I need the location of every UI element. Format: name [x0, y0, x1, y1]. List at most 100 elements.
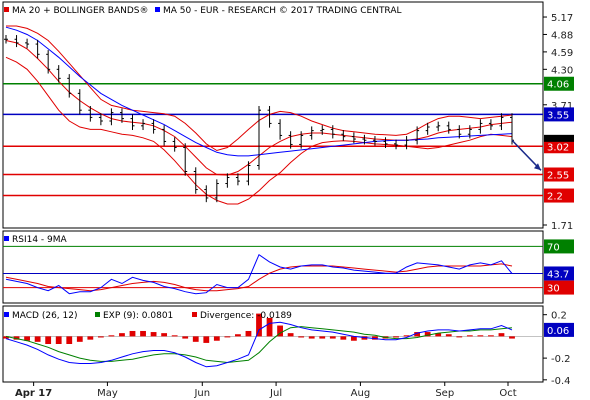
ma20-legend-label: MA 20 + BOLLINGER BANDS®: [12, 6, 149, 16]
x-axis-tick-label: Oct: [499, 388, 516, 399]
rsi-ma-line: [5, 263, 513, 292]
divergence-bar: [13, 336, 20, 340]
rsi-line: [5, 253, 513, 295]
ma50-legend-swatch: [155, 7, 160, 12]
price-y-tick-label: 5.17: [551, 13, 573, 24]
price-y-tick-label: 4.59: [551, 48, 573, 59]
divergence-bar: [277, 325, 283, 337]
rsi-level-tag-label: 43.7: [547, 269, 569, 280]
ma20-legend-swatch: [4, 7, 9, 12]
rsi-level-tag-box: [544, 280, 574, 295]
divergence-bar: [119, 333, 125, 337]
divergence-bar: [76, 336, 83, 342]
signal-legend-label: EXP (9): 0.0801: [103, 311, 173, 321]
macd-legend-label: MACD (26, 12): [12, 311, 78, 321]
rsi-level-tag-label: 70: [547, 242, 560, 253]
divergence-bar: [498, 333, 505, 337]
ma50-legend-label: MA 50 - EUR - RESEARCH © 2017 TRADING CE…: [163, 6, 402, 16]
macd-y-tick-label: -0.2: [551, 354, 571, 365]
divergence-bar: [97, 336, 104, 338]
signal-legend-swatch: [95, 312, 100, 317]
x-axis-tick-label: Aug: [351, 388, 371, 399]
macd-y-tick-label: 0.2: [551, 311, 567, 322]
divergence-legend-swatch: [192, 312, 197, 317]
price-level-tag-box: [544, 139, 574, 154]
divergence-bar: [213, 336, 220, 341]
price-y-tick-label: 4.30: [551, 65, 573, 76]
divergence-bar: [319, 336, 326, 339]
divergence-bar: [477, 335, 484, 337]
divergence-bar: [308, 336, 315, 339]
macd-y-tick-label: -0.4: [551, 376, 571, 387]
rsi-panel-frame: [2, 230, 544, 304]
divergence-bar: [55, 336, 62, 344]
bollinger-lower-line: [5, 56, 513, 205]
divergence-bar: [256, 313, 262, 337]
divergence-bar: [393, 336, 399, 338]
divergence-bar: [350, 336, 357, 341]
divergence-bar: [488, 335, 494, 337]
divergence-bar: [66, 336, 73, 344]
price-y-tick-label: 1.71: [551, 221, 573, 232]
x-axis-tick-label: Jul: [269, 388, 282, 399]
divergence-bar: [171, 335, 178, 337]
x-axis-tick-label: Jun: [193, 388, 210, 399]
rsi-level-tag-label: 30: [547, 284, 560, 295]
divergence-bar: [150, 332, 157, 337]
macd-panel-frame: [2, 305, 544, 383]
rsi-level-tag-box: [544, 239, 574, 254]
divergence-bar: [3, 336, 9, 339]
divergence-bar: [24, 336, 30, 341]
divergence-legend-label: Divergence: -0.0189: [200, 311, 292, 321]
divergence-bar: [372, 336, 378, 340]
divergence-bar: [235, 334, 241, 337]
divergence-bar: [108, 335, 115, 337]
price-level-tag-label: 2.55: [547, 171, 569, 182]
divergence-bar: [414, 332, 421, 337]
last-price-tag-box: [544, 134, 574, 142]
divergence-bar: [245, 330, 252, 337]
divergence-bar: [224, 336, 231, 338]
price-level-tag-box: [544, 107, 574, 122]
price-y-tick-label: 3.71: [551, 101, 573, 112]
x-axis-tick-label: Apr 17: [15, 388, 52, 399]
divergence-bar: [509, 336, 515, 339]
price-level-tag-label: 3.55: [547, 110, 569, 121]
price-level-tag-label: 4.06: [547, 80, 569, 91]
divergence-bar: [161, 333, 168, 337]
divergence-bar: [87, 336, 94, 340]
divergence-bar: [424, 332, 431, 337]
divergence-bar: [266, 317, 273, 337]
divergence-bar: [140, 330, 146, 337]
x-axis-tick-label: May: [97, 388, 118, 399]
divergence-bar: [445, 334, 452, 337]
divergence-bar: [129, 330, 136, 337]
divergence-bar: [329, 336, 336, 339]
price-y-tick-label: 4.88: [551, 30, 573, 41]
macd-value-tag-label: 0.06: [547, 326, 569, 337]
divergence-bar: [403, 335, 410, 337]
rsi-level-tag-box: [544, 266, 574, 281]
price-level-tag-box: [544, 76, 574, 91]
macd-legend-swatch: [4, 312, 9, 317]
divergence-bar: [192, 336, 199, 342]
divergence-bar: [298, 336, 305, 338]
projection-arrow-line: [511, 139, 542, 171]
price-level-tag-label: 2.2: [547, 192, 563, 203]
divergence-bar: [361, 336, 368, 340]
rsi-legend-label: RSI14 - 9MA: [12, 235, 68, 245]
macd-signal-line: [5, 326, 513, 364]
price-level-tag-box: [544, 167, 574, 182]
divergence-bar: [182, 336, 189, 339]
price-level-tag-box: [544, 188, 574, 203]
divergence-bar: [456, 336, 463, 338]
rsi-legend-swatch: [4, 236, 9, 241]
divergence-bar: [45, 336, 52, 344]
price-level-tag-label: 3.02: [547, 142, 569, 153]
divergence-bar: [34, 336, 41, 342]
macd-value-tag-box: [544, 322, 574, 337]
divergence-bar: [435, 333, 442, 337]
divergence-bar: [287, 333, 294, 337]
